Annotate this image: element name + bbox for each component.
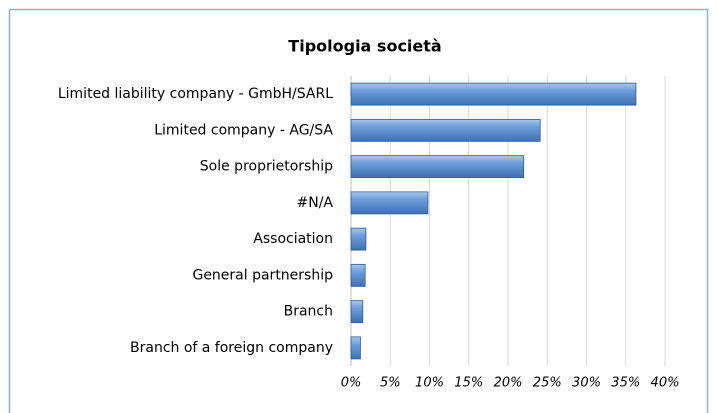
x-tick-label: 0% <box>341 376 362 391</box>
bar <box>350 118 541 142</box>
bar <box>350 227 367 251</box>
y-tick-label: General partnership <box>192 267 333 283</box>
x-tick-label: 30% <box>572 376 601 391</box>
x-tick-label: 35% <box>611 376 640 391</box>
bar <box>350 191 429 215</box>
x-tick-label: 10% <box>415 376 444 391</box>
x-tick-label: 40% <box>651 376 680 391</box>
y-tick-label: Limited liability company - GmbH/SARL <box>58 86 333 102</box>
bar <box>350 300 364 324</box>
bar <box>350 336 361 360</box>
chart-title: Tipologia società <box>288 37 441 56</box>
bar <box>350 82 637 106</box>
bar <box>350 263 366 287</box>
y-tick-label: Limited company - AG/SA <box>154 122 333 138</box>
x-tick-label: 15% <box>454 376 483 391</box>
x-tick-label: 5% <box>380 376 401 391</box>
bar <box>350 155 525 179</box>
y-tick-label: Sole proprietorship <box>200 159 333 175</box>
x-tick-label: 20% <box>494 376 523 391</box>
y-tick-label: #N/A <box>297 195 334 211</box>
y-tick-label: Branch <box>284 304 333 320</box>
y-tick-label: Branch of a foreign company <box>130 340 333 356</box>
y-tick-label: Association <box>253 231 333 247</box>
x-tick-label: 25% <box>533 376 562 391</box>
